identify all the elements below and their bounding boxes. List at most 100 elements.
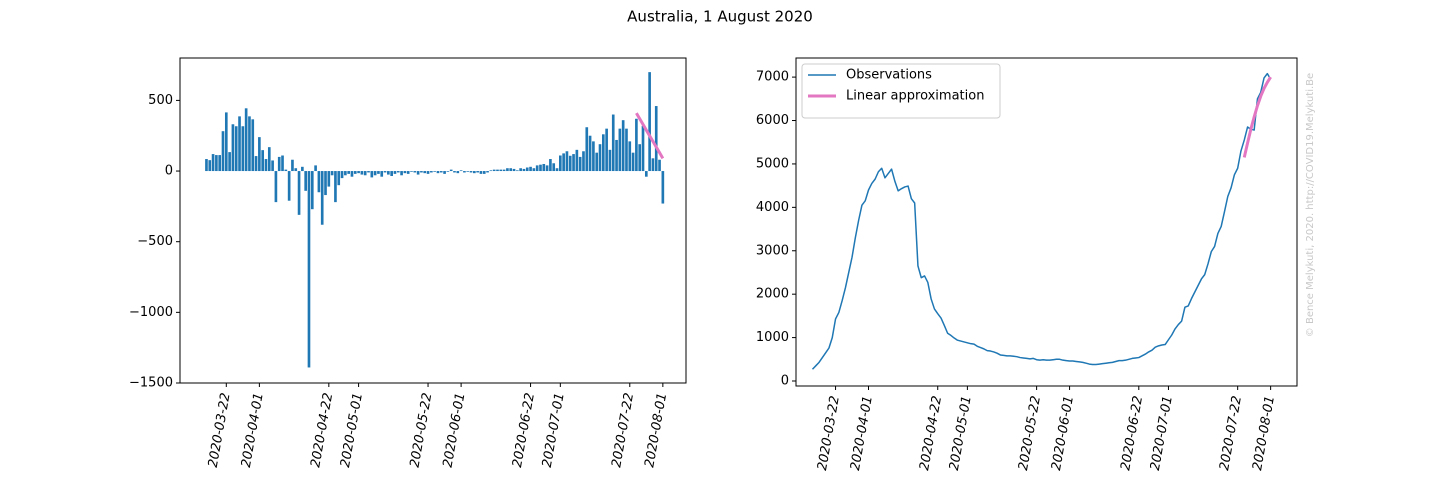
bar (661, 171, 665, 204)
bar (231, 124, 235, 172)
bar (370, 171, 374, 178)
bar (287, 171, 291, 201)
bar (502, 169, 506, 172)
bar (446, 171, 450, 172)
bar (420, 171, 423, 173)
line (811, 72, 1272, 370)
bar (238, 116, 241, 172)
y-tick-label: −500 (137, 234, 173, 249)
x-tick-label: 2020-04-01 (848, 395, 876, 472)
bar (373, 171, 377, 176)
bar (631, 152, 635, 172)
bar (258, 137, 261, 172)
bar (387, 171, 390, 175)
bar (426, 171, 430, 174)
bar (390, 171, 393, 176)
bar (568, 155, 572, 172)
bar (618, 128, 622, 172)
bar (383, 171, 387, 173)
bar (377, 171, 380, 174)
bar (658, 159, 661, 172)
bar (582, 151, 585, 172)
x-tick-label: 2020-03-22 (815, 395, 843, 472)
bar (367, 171, 370, 173)
bar (492, 169, 496, 172)
bar (396, 171, 400, 173)
bar (459, 170, 463, 172)
bar (439, 171, 443, 173)
bar (572, 154, 575, 172)
bar (542, 163, 546, 172)
legend-label: Linear approximation (846, 89, 984, 104)
bar (509, 168, 513, 172)
bar (310, 171, 314, 210)
bar (625, 128, 628, 172)
y-tick-label: 7000 (756, 70, 789, 85)
bar (254, 156, 258, 172)
bar (267, 147, 271, 172)
bar (297, 171, 301, 215)
x-tick-label: 2020-05-01 (338, 392, 366, 469)
bar (337, 171, 341, 186)
y-tick-label: 0 (165, 164, 173, 179)
bar (635, 118, 638, 172)
bar (644, 171, 648, 177)
y-tick-label: 500 (148, 93, 173, 108)
bar (588, 135, 592, 172)
bar (638, 144, 642, 172)
y-tick-label: 1000 (756, 330, 789, 345)
x-tick-label: 2020-04-22 (308, 392, 336, 469)
bar (473, 171, 476, 174)
bar (413, 171, 417, 173)
bar (347, 171, 350, 174)
bar (466, 171, 470, 172)
bar (241, 126, 245, 172)
bar (327, 171, 331, 187)
axes-frame (795, 57, 1298, 387)
bar (218, 155, 222, 172)
bar (363, 171, 367, 176)
bar (641, 125, 645, 172)
bar (380, 171, 384, 177)
bar (334, 171, 337, 203)
bar (562, 153, 565, 172)
bar (601, 134, 605, 172)
bar (479, 171, 483, 174)
bar (522, 168, 526, 172)
bar (552, 163, 556, 172)
legend-label: Observations (846, 68, 932, 83)
bar (251, 119, 255, 172)
bar (615, 139, 618, 172)
bar (301, 166, 304, 172)
bar (469, 171, 473, 173)
y-tick-label: 6000 (756, 113, 789, 128)
bar (410, 171, 413, 172)
x-tick-label: 2020-03-22 (206, 392, 234, 469)
x-tick-label: 2020-06-01 (441, 392, 469, 469)
bar (621, 120, 625, 172)
x-tick-label: 2020-08-01 (642, 392, 670, 469)
bar (453, 171, 456, 173)
y-tick-label: 3000 (756, 243, 789, 258)
bar (357, 171, 360, 174)
bar (307, 171, 311, 368)
bar (317, 171, 321, 193)
bar (575, 149, 579, 172)
bar (261, 150, 265, 172)
x-tick-label: 2020-06-01 (1049, 395, 1077, 472)
bar (654, 106, 658, 172)
y-tick-label: 5000 (756, 156, 789, 171)
bar (416, 171, 420, 175)
bar (456, 171, 460, 174)
bar (281, 155, 284, 172)
bar (228, 152, 231, 172)
bar (598, 144, 602, 172)
y-tick-label: −1000 (129, 305, 173, 320)
x-tick-label: 2020-06-22 (510, 392, 538, 469)
bar (215, 155, 218, 172)
bar (516, 170, 519, 172)
bar (221, 131, 225, 172)
bar (340, 171, 344, 179)
bar (595, 152, 599, 172)
bar (482, 171, 486, 174)
